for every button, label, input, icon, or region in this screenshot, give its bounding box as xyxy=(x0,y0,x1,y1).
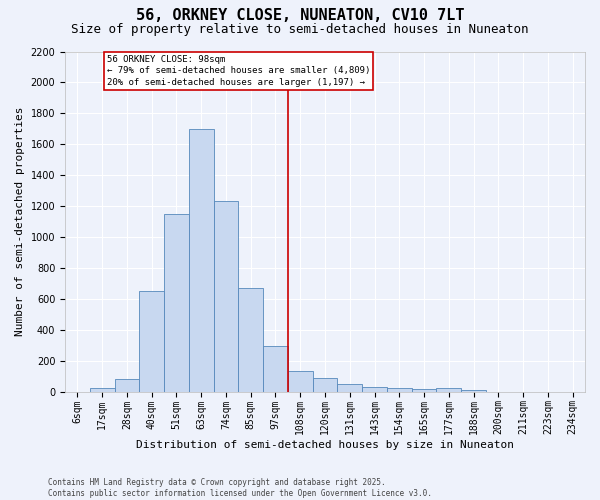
Text: Contains HM Land Registry data © Crown copyright and database right 2025.
Contai: Contains HM Land Registry data © Crown c… xyxy=(48,478,432,498)
Bar xyxy=(115,379,139,392)
Text: 56, ORKNEY CLOSE, NUNEATON, CV10 7LT: 56, ORKNEY CLOSE, NUNEATON, CV10 7LT xyxy=(136,8,464,22)
Y-axis label: Number of semi-detached properties: Number of semi-detached properties xyxy=(15,107,25,336)
Bar xyxy=(337,384,362,392)
Bar xyxy=(189,129,214,392)
Bar xyxy=(362,387,387,392)
Bar xyxy=(387,388,412,392)
Bar xyxy=(238,288,263,392)
Bar xyxy=(263,346,288,392)
X-axis label: Distribution of semi-detached houses by size in Nuneaton: Distribution of semi-detached houses by … xyxy=(136,440,514,450)
Bar xyxy=(313,378,337,392)
Bar xyxy=(412,389,436,392)
Bar xyxy=(214,202,238,392)
Bar xyxy=(90,388,115,392)
Bar xyxy=(288,372,313,392)
Text: 56 ORKNEY CLOSE: 98sqm
← 79% of semi-detached houses are smaller (4,809)
20% of : 56 ORKNEY CLOSE: 98sqm ← 79% of semi-det… xyxy=(107,54,370,87)
Bar xyxy=(139,291,164,392)
Bar xyxy=(461,390,486,392)
Bar xyxy=(164,214,189,392)
Bar xyxy=(436,388,461,392)
Text: Size of property relative to semi-detached houses in Nuneaton: Size of property relative to semi-detach… xyxy=(71,22,529,36)
